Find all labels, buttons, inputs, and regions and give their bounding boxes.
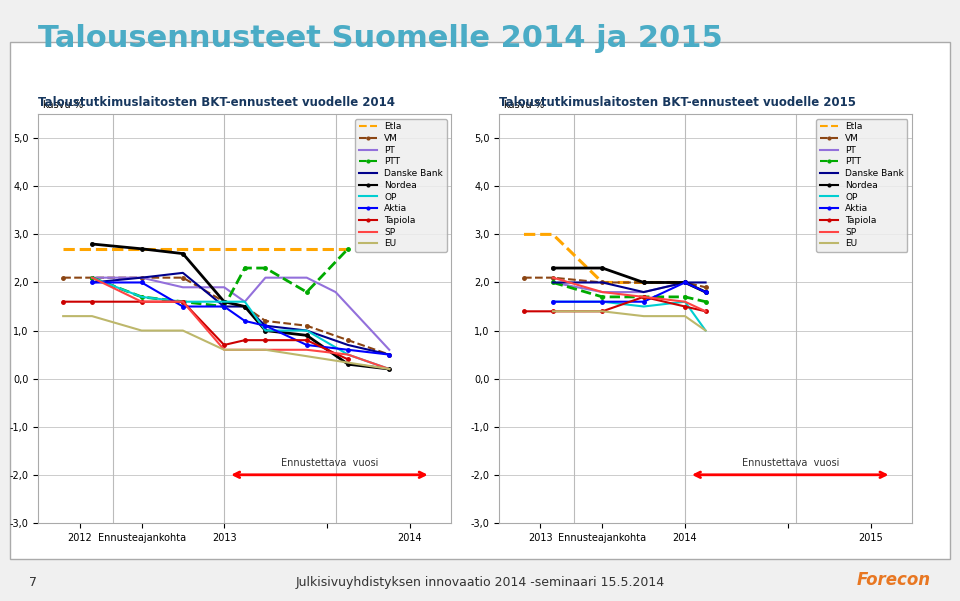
Legend: Etla, VM, PT, PTT, Danske Bank, Nordea, OP, Aktia, Tapiola, SP, EU: Etla, VM, PT, PTT, Danske Bank, Nordea, … (816, 119, 907, 252)
Text: Taloustutkimuslaitosten BKT-ennusteet vuodelle 2014: Taloustutkimuslaitosten BKT-ennusteet vu… (38, 96, 396, 109)
Text: Talousennusteet Suomelle 2014 ja 2015: Talousennusteet Suomelle 2014 ja 2015 (38, 24, 723, 53)
Text: Ennustettava  vuosi: Ennustettava vuosi (741, 457, 839, 468)
Text: Julkisivuyhdistyksen innovaatio 2014 -seminaari 15.5.2014: Julkisivuyhdistyksen innovaatio 2014 -se… (296, 576, 664, 589)
Legend: Etla, VM, PT, PTT, Danske Bank, Nordea, OP, Aktia, Tapiola, SP, EU: Etla, VM, PT, PTT, Danske Bank, Nordea, … (355, 119, 446, 252)
Text: Taloustutkimuslaitosten BKT-ennusteet vuodelle 2015: Taloustutkimuslaitosten BKT-ennusteet vu… (499, 96, 856, 109)
Text: Forecon: Forecon (857, 571, 931, 589)
Text: 7: 7 (29, 576, 36, 589)
Text: kasvu-%: kasvu-% (42, 100, 84, 110)
Text: kasvu-%: kasvu-% (503, 100, 544, 110)
Text: Ennustettava  vuosi: Ennustettava vuosi (280, 457, 378, 468)
